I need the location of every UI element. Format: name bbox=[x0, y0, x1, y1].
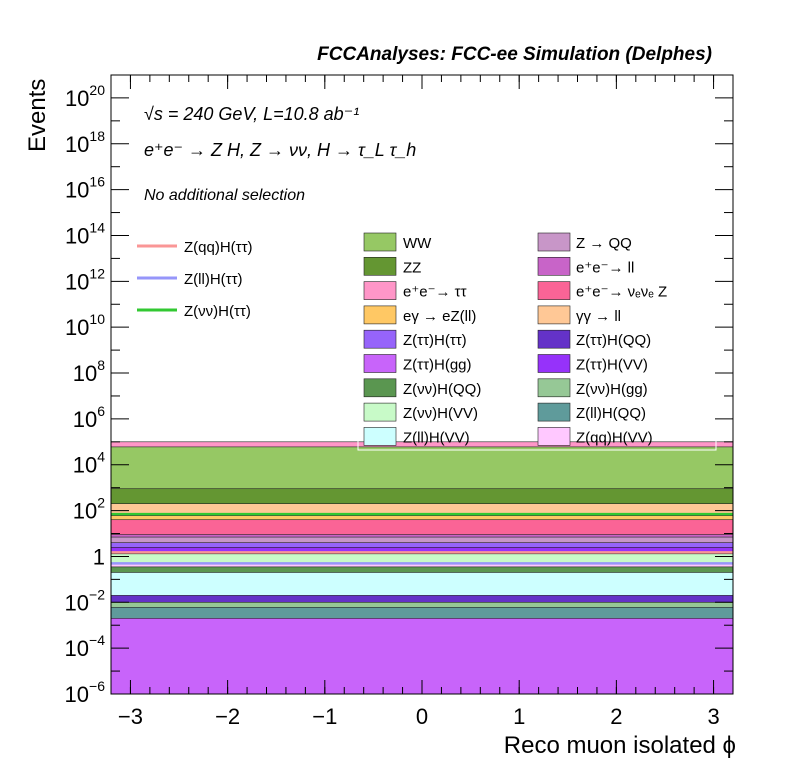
legend-fill-swatch bbox=[537, 354, 571, 373]
x-tick-label: 1 bbox=[513, 704, 525, 729]
x-tick-label: −3 bbox=[118, 704, 143, 729]
x-tick-label: −2 bbox=[215, 704, 240, 729]
legend-label: Z(ll)H(VV) bbox=[403, 429, 470, 446]
legend-fill-swatch bbox=[537, 378, 571, 398]
legend-label: Z(νν)H(VV) bbox=[403, 405, 478, 422]
y-tick-label: 1 bbox=[93, 544, 105, 569]
legend-box bbox=[357, 234, 717, 451]
legend-fill-swatch bbox=[363, 354, 397, 373]
y-tick-label: 102 bbox=[73, 495, 105, 524]
legend-label: γγ → ll bbox=[576, 308, 621, 325]
legend-label: Z → QQ bbox=[576, 235, 632, 252]
y-tick-label: 106 bbox=[73, 403, 105, 432]
legend-label: eγ → eZ(ll) bbox=[403, 308, 476, 325]
y-tick-label: 1018 bbox=[65, 128, 105, 157]
energy-label: √s = 240 GeV, L=10.8 ab⁻¹ bbox=[144, 104, 359, 124]
y-tick-label: 108 bbox=[73, 357, 105, 386]
legend-fill-swatch bbox=[537, 329, 571, 349]
legend-fill-swatch bbox=[363, 305, 397, 325]
legend-label: Z(ττ)H(ττ) bbox=[403, 332, 467, 349]
histogram-bars bbox=[111, 441, 733, 694]
chart-title: FCCAnalyses: FCC-ee Simulation (Delphes) bbox=[317, 44, 712, 65]
legend-label: Z(ττ)H(QQ) bbox=[576, 332, 651, 349]
y-tick-label: 104 bbox=[73, 449, 105, 478]
x-tick-label: 3 bbox=[707, 704, 719, 729]
legend-label: Z(qq)H(VV) bbox=[576, 429, 653, 446]
legend-label: Z(qq)H(ττ) bbox=[184, 239, 253, 256]
x-axis-label: Reco muon isolated ϕ bbox=[504, 732, 736, 759]
y-axis-label: Events bbox=[24, 79, 51, 152]
legend-fill-swatch bbox=[537, 281, 571, 300]
legend-fill-swatch bbox=[363, 256, 397, 276]
legend-label: WW bbox=[403, 235, 432, 252]
legend-fill-swatch bbox=[537, 402, 571, 422]
legend-label: e⁺e⁻→ ττ bbox=[403, 284, 467, 301]
legend-label: Z(νν)H(ττ) bbox=[184, 303, 251, 320]
legend-label: Z(νν)H(QQ) bbox=[403, 381, 481, 398]
y-tick-label: 1014 bbox=[65, 219, 105, 248]
legend-label: Z(ll)H(ττ) bbox=[184, 271, 243, 288]
legend-label: Z(ll)H(QQ) bbox=[576, 405, 646, 422]
legend-fill-swatch bbox=[363, 402, 397, 422]
legend-fill-swatch bbox=[363, 427, 397, 446]
y-tick-label: 1020 bbox=[65, 82, 105, 111]
signal-lines bbox=[111, 512, 733, 565]
y-tick-label: 1016 bbox=[65, 174, 105, 203]
legend-fill-swatch bbox=[363, 329, 397, 349]
legend-label: Z(ττ)H(gg) bbox=[403, 357, 472, 374]
legend-fill-swatch bbox=[363, 281, 397, 300]
process-label: e⁺e⁻ → Z H, Z → νν, H → τ_L τ_h bbox=[144, 140, 416, 160]
y-tick-label: 1010 bbox=[65, 311, 105, 340]
y-tick-label: 10−4 bbox=[65, 632, 106, 661]
selection-label: No additional selection bbox=[144, 187, 305, 204]
x-tick-label: −1 bbox=[312, 704, 337, 729]
x-axis-ticks: −3 −2 −1 0 1 2 3 bbox=[110, 75, 734, 729]
y-tick-label: 1012 bbox=[65, 265, 105, 294]
legend-fill-swatch bbox=[363, 232, 397, 252]
y-tick-label: 10−6 bbox=[65, 678, 106, 707]
legend-fill-swatch bbox=[537, 305, 571, 325]
legend-fill-swatch bbox=[537, 232, 571, 252]
legend-label: Z(ττ)H(VV) bbox=[576, 357, 648, 374]
legend-label: e⁺e⁻→ νₑνₑ Z bbox=[576, 284, 667, 301]
x-tick-label: 2 bbox=[610, 704, 622, 729]
x-tick-label: 0 bbox=[416, 704, 428, 729]
legend-fill-swatch bbox=[537, 427, 571, 446]
y-tick-label: 10−2 bbox=[65, 586, 106, 615]
legend: Z(qq)H(ττ) Z(ll)H(ττ) Z(νν)H(ττ) WW ZZ e⁺e⁻→ … bbox=[137, 232, 667, 446]
legend-label: ZZ bbox=[403, 259, 421, 276]
y-axis-ticks: 10−6 10−4 10−2 1 102 104 106 108 1010 1012 1014 101… bbox=[65, 74, 733, 707]
legend-label: e⁺e⁻→ ll bbox=[576, 259, 634, 276]
legend-label: Z(νν)H(gg) bbox=[576, 381, 648, 398]
legend-fill-swatch bbox=[363, 378, 397, 398]
legend-fill-swatch bbox=[537, 256, 571, 276]
